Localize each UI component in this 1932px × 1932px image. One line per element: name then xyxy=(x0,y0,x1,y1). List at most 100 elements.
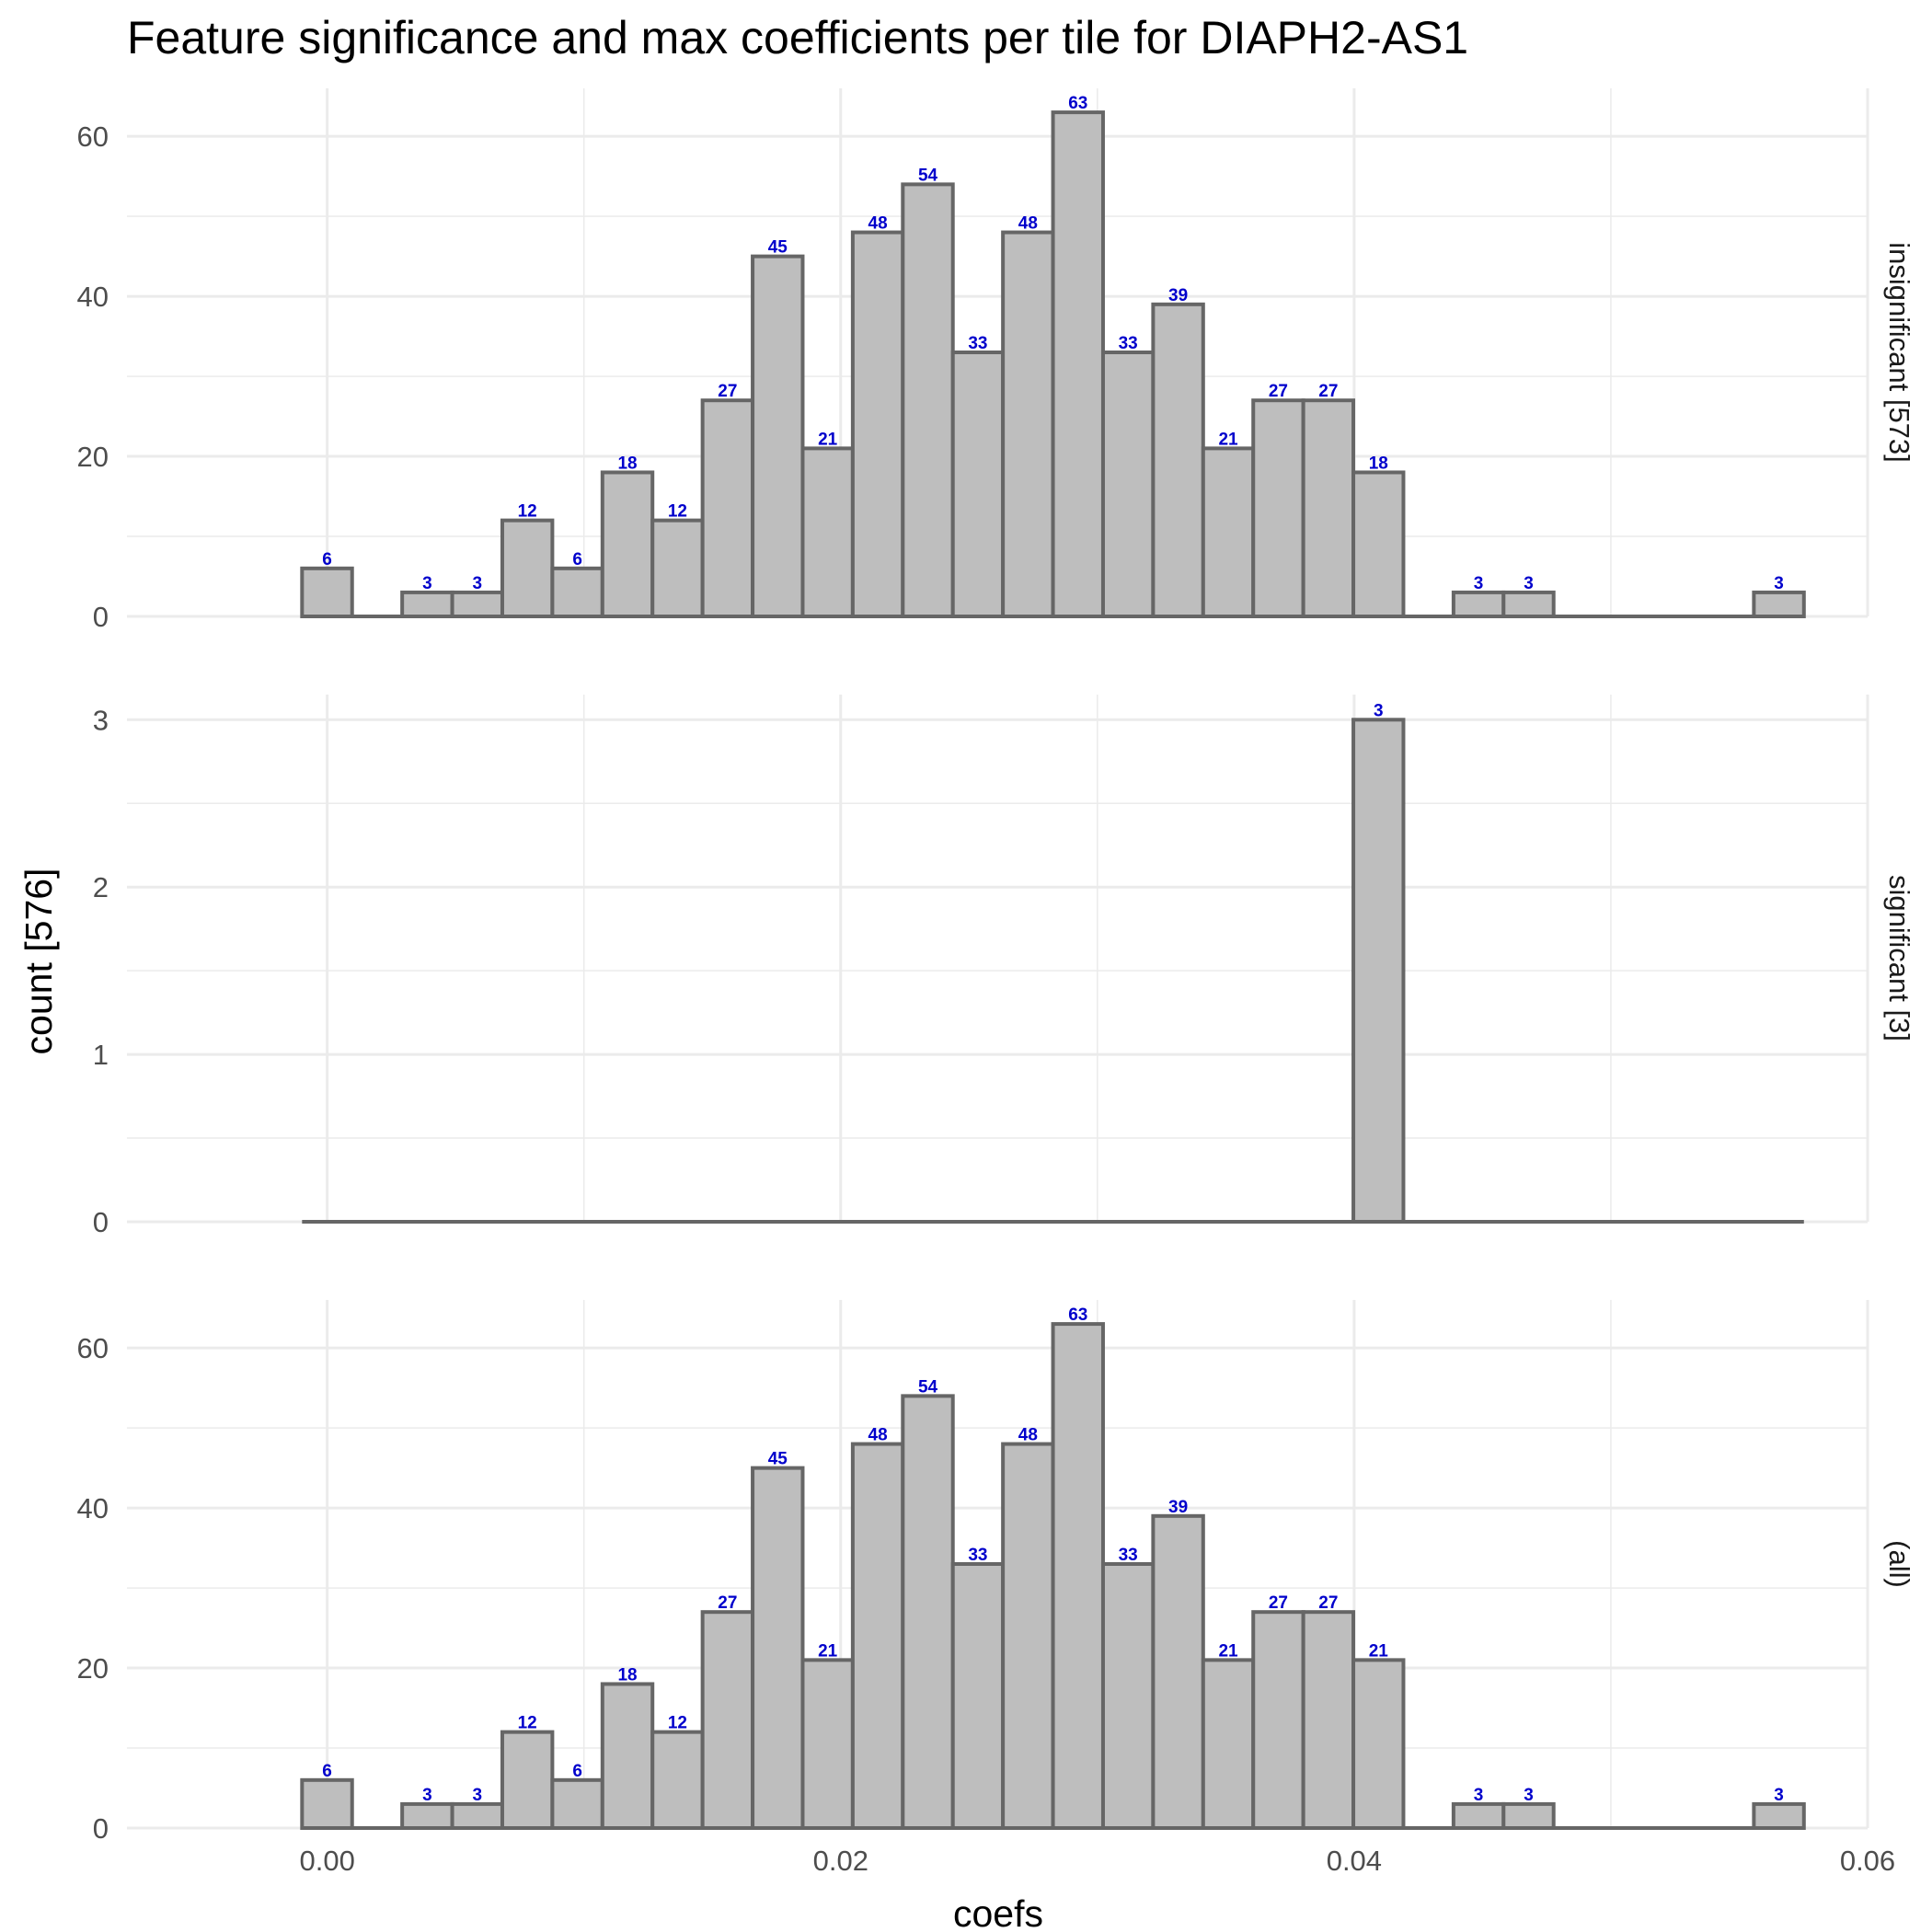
histogram-bar xyxy=(500,1730,555,1830)
x-tick-label: 0.00 xyxy=(299,1845,354,1877)
histogram-bar xyxy=(1100,1562,1156,1830)
histogram-bar xyxy=(1001,1442,1055,1830)
y-tick-label: 2 xyxy=(93,871,109,903)
bar-count-label: 3 xyxy=(472,574,482,593)
bar-count-label: 27 xyxy=(718,382,737,401)
histogram-bar xyxy=(400,590,454,619)
histogram-bar xyxy=(751,254,805,618)
bar-count-label: 54 xyxy=(918,166,938,185)
y-tick-label: 60 xyxy=(77,121,109,153)
bar-count-label: 39 xyxy=(1168,286,1188,305)
histogram-bar xyxy=(500,518,555,618)
bar-count-label: 48 xyxy=(1018,1426,1038,1445)
bar-count-label: 3 xyxy=(1524,574,1534,593)
bar-count-label: 21 xyxy=(1218,430,1238,449)
y-tick-label: 1 xyxy=(93,1039,109,1071)
histogram-bar xyxy=(450,1801,504,1830)
bar-count-label: 54 xyxy=(918,1377,938,1397)
bar-count-label: 18 xyxy=(617,454,637,473)
y-tick-label: 0 xyxy=(93,1812,109,1845)
bar-count-label: 33 xyxy=(1119,1546,1138,1565)
x-axis: 0.00 0.02 0.04 0.06 xyxy=(299,1845,1895,1877)
histogram-bar xyxy=(800,446,855,619)
histogram-bar xyxy=(901,1394,955,1830)
bar-count-label: 45 xyxy=(768,1450,788,1469)
histogram-bar xyxy=(650,518,705,618)
histogram-bar xyxy=(1001,230,1055,619)
histogram-bar xyxy=(1752,590,1806,619)
bar-count-label: 48 xyxy=(868,214,888,234)
y-tick-label: 20 xyxy=(77,441,109,473)
histogram-bar xyxy=(600,470,655,618)
bar-count-label: 21 xyxy=(1369,1641,1389,1661)
histogram-bar xyxy=(850,230,905,619)
histogram-bar xyxy=(1100,351,1156,618)
bar-count-label: 48 xyxy=(868,1426,888,1445)
histogram-bar xyxy=(450,590,504,619)
bar-count-label: 12 xyxy=(668,502,687,522)
histogram-bar xyxy=(1351,1658,1406,1831)
y-tick-label: 0 xyxy=(93,1206,109,1238)
bar-count-label: 3 xyxy=(1474,1786,1484,1805)
histogram-bar xyxy=(1201,1658,1256,1831)
bar-count-label: 3 xyxy=(1774,1786,1784,1805)
bar-count-label: 12 xyxy=(668,1714,687,1733)
bar-count-label: 6 xyxy=(322,1762,332,1781)
y-tick-label: 0 xyxy=(93,601,109,633)
histogram-bar xyxy=(1451,1801,1506,1830)
histogram-bar xyxy=(300,566,354,618)
bar-count-label: 18 xyxy=(617,1665,637,1685)
y-tick-label: 40 xyxy=(77,281,109,313)
x-tick-label: 0.04 xyxy=(1327,1845,1382,1877)
bar-count-label: 3 xyxy=(1774,574,1784,593)
histogram-bar xyxy=(1151,1513,1205,1831)
histogram-bar xyxy=(1151,302,1205,618)
y-tick-label: 3 xyxy=(93,704,109,736)
bar-count-label: 27 xyxy=(718,1593,737,1613)
histogram-bar xyxy=(550,566,604,618)
histogram-bar xyxy=(600,1682,655,1831)
bar-count-label: 3 xyxy=(1474,574,1484,593)
histogram-bar xyxy=(1752,1801,1806,1830)
histogram-bar xyxy=(1451,590,1506,619)
bar-count-label: 21 xyxy=(1218,1641,1238,1661)
x-tick-label: 0.06 xyxy=(1840,1845,1895,1877)
y-axis-title: count [576] xyxy=(17,868,60,1055)
y-tick-label: 60 xyxy=(77,1332,109,1364)
histogram-bar xyxy=(901,182,955,618)
bar-count-label: 27 xyxy=(1269,1593,1288,1613)
facet-strip-label: significant [3] xyxy=(1883,875,1915,1041)
histogram-bar xyxy=(1301,398,1356,618)
bar-count-label: 63 xyxy=(1068,94,1087,113)
histogram-bar xyxy=(700,398,755,618)
histogram-bar xyxy=(1501,590,1556,619)
bar-count-label: 6 xyxy=(572,550,582,569)
histogram-bar xyxy=(1301,1610,1356,1830)
histogram-bar xyxy=(550,1777,604,1831)
histogram-bar xyxy=(800,1658,855,1831)
bar-count-label: 3 xyxy=(472,1786,482,1805)
histogram-bar xyxy=(1251,1610,1305,1830)
facet-strip-label: (all) xyxy=(1883,1540,1915,1588)
bar-count-label: 33 xyxy=(968,1546,987,1565)
bar-count-label: 27 xyxy=(1318,1593,1338,1613)
x-axis-title: coefs xyxy=(953,1892,1043,1932)
chart-title: Feature significance and max coefficient… xyxy=(127,12,1468,63)
bar-count-label: 3 xyxy=(1524,1786,1534,1805)
bar-count-label: 45 xyxy=(768,238,788,258)
histogram-bar xyxy=(1251,398,1305,618)
histogram-bar xyxy=(1501,1801,1556,1830)
histogram-bar xyxy=(950,351,1006,618)
bar-count-label: 3 xyxy=(422,574,432,593)
facet-strip-label: insignificant [573] xyxy=(1883,242,1915,463)
bar-count-label: 18 xyxy=(1369,454,1388,473)
y-tick-label: 40 xyxy=(77,1492,109,1524)
bar-count-label: 33 xyxy=(968,334,987,353)
histogram-bar xyxy=(850,1442,905,1830)
y-tick-label: 20 xyxy=(77,1652,109,1685)
histogram-bar xyxy=(1051,110,1105,619)
